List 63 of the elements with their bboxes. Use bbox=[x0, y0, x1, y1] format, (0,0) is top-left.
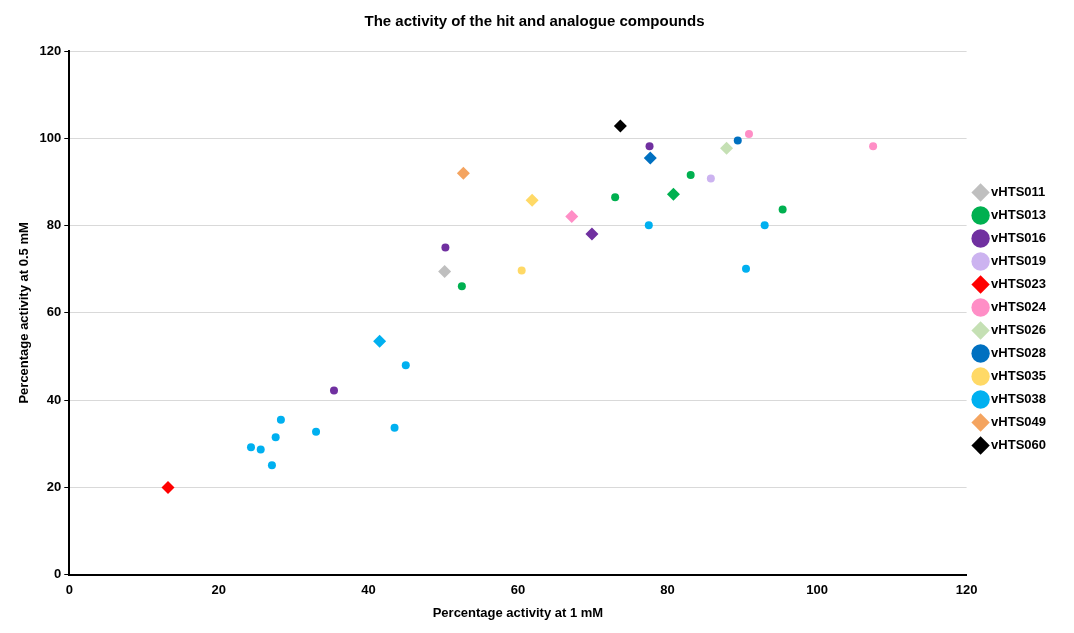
point bbox=[517, 266, 526, 275]
y-axis-title: Percentage activity at 0.5 mM bbox=[16, 222, 32, 404]
point bbox=[760, 221, 769, 230]
point bbox=[742, 264, 750, 273]
point bbox=[329, 386, 338, 395]
y-tick-label: 0 bbox=[54, 566, 62, 582]
point bbox=[525, 193, 539, 207]
legend-label: vHTS038 bbox=[991, 391, 1046, 407]
point bbox=[686, 170, 695, 179]
legend-label: vHTS026 bbox=[991, 322, 1046, 338]
point bbox=[645, 142, 654, 151]
legend-label: vHTS019 bbox=[991, 253, 1046, 269]
legend-label: vHTS023 bbox=[991, 276, 1046, 292]
point bbox=[744, 129, 753, 138]
x-tick-label: 20 bbox=[211, 582, 227, 598]
point bbox=[256, 445, 265, 454]
legend-label: vHTS028 bbox=[991, 345, 1046, 361]
point bbox=[390, 423, 399, 432]
point bbox=[441, 243, 450, 252]
point bbox=[613, 119, 627, 133]
legend-label: vHTS060 bbox=[991, 437, 1046, 453]
point bbox=[869, 142, 878, 151]
point bbox=[457, 282, 466, 291]
point bbox=[161, 481, 175, 494]
point bbox=[373, 334, 387, 348]
point bbox=[666, 187, 680, 201]
legend-label: vHTS049 bbox=[991, 414, 1046, 430]
legend-label: vHTS013 bbox=[991, 207, 1046, 223]
y-tick-label: 100 bbox=[39, 129, 62, 145]
x-tick-label: 60 bbox=[510, 582, 526, 598]
x-tick-label: 40 bbox=[361, 582, 376, 598]
chart-title: The activity of the hit and analogue compounds bbox=[364, 12, 705, 30]
point bbox=[643, 151, 657, 165]
legend-label: vHTS016 bbox=[991, 230, 1046, 246]
point bbox=[720, 141, 734, 155]
point bbox=[312, 427, 321, 436]
x-tick-label: 0 bbox=[65, 582, 73, 598]
point bbox=[706, 174, 715, 183]
point bbox=[438, 264, 452, 278]
y-tick-label: 120 bbox=[39, 42, 62, 58]
y-tick-label: 60 bbox=[46, 304, 62, 320]
point bbox=[585, 227, 599, 241]
y-tick-label: 20 bbox=[46, 479, 62, 495]
point bbox=[778, 205, 787, 214]
point bbox=[246, 443, 255, 452]
point bbox=[267, 461, 276, 470]
legend-label: vHTS024 bbox=[991, 299, 1047, 315]
y-tick-label: 80 bbox=[46, 217, 62, 233]
x-tick-label: 100 bbox=[806, 582, 828, 598]
x-tick-label: 80 bbox=[660, 582, 675, 598]
point bbox=[271, 433, 280, 442]
point bbox=[276, 415, 285, 424]
point bbox=[565, 209, 579, 223]
x-tick-label: 120 bbox=[955, 582, 978, 598]
point bbox=[456, 166, 470, 180]
legend-label: vHTS011 bbox=[991, 184, 1046, 200]
point bbox=[733, 136, 742, 145]
x-axis-title: Percentage activity at 1 mM bbox=[432, 604, 604, 620]
y-tick-label: 40 bbox=[46, 391, 62, 407]
point bbox=[644, 221, 653, 230]
legend-label: vHTS035 bbox=[991, 368, 1046, 384]
point bbox=[401, 361, 410, 370]
point bbox=[611, 193, 620, 202]
